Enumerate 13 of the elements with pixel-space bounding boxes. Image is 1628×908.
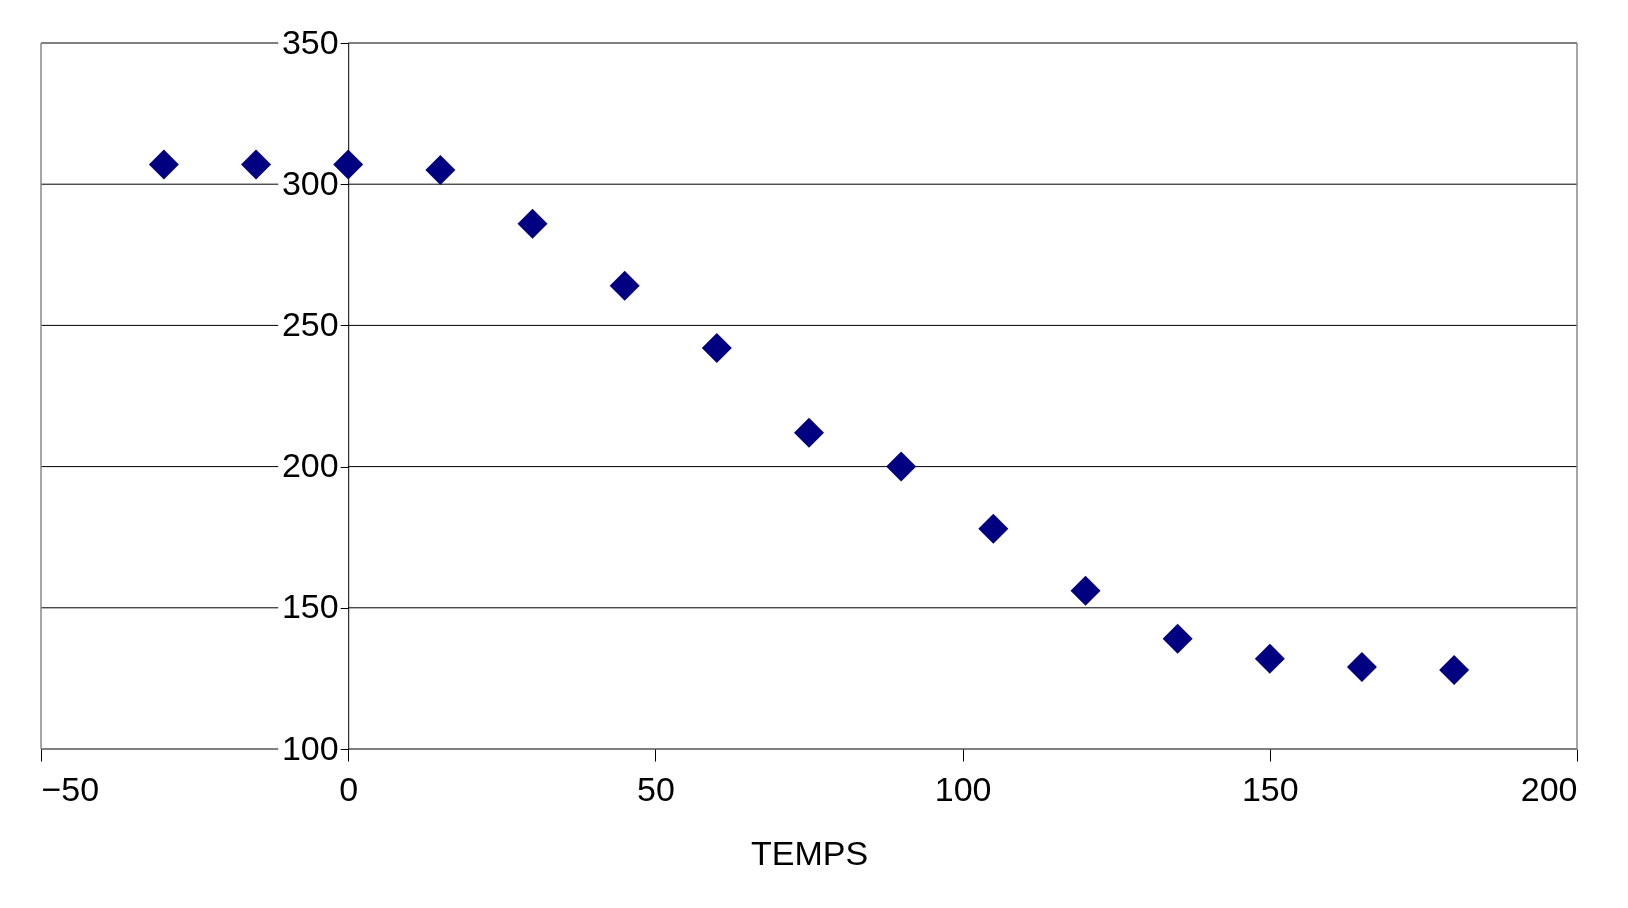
- y-tick-label: 200: [281, 446, 339, 485]
- x-tick-label: 0: [339, 769, 359, 808]
- y-tick-label: 300: [281, 163, 339, 202]
- x-tick-label: 100: [934, 769, 992, 808]
- y-tick-label: 100: [281, 728, 339, 767]
- x-tick-label: 200: [1520, 769, 1578, 808]
- x-tick-label: 50: [636, 769, 675, 808]
- x-tick-label: −50: [41, 769, 100, 808]
- x-axis-title: TEMPS: [750, 833, 869, 872]
- x-tick-label: 150: [1241, 769, 1299, 808]
- y-tick-label: 350: [281, 22, 339, 61]
- y-tick-label: 250: [281, 304, 339, 343]
- y-tick-label: 150: [281, 587, 339, 626]
